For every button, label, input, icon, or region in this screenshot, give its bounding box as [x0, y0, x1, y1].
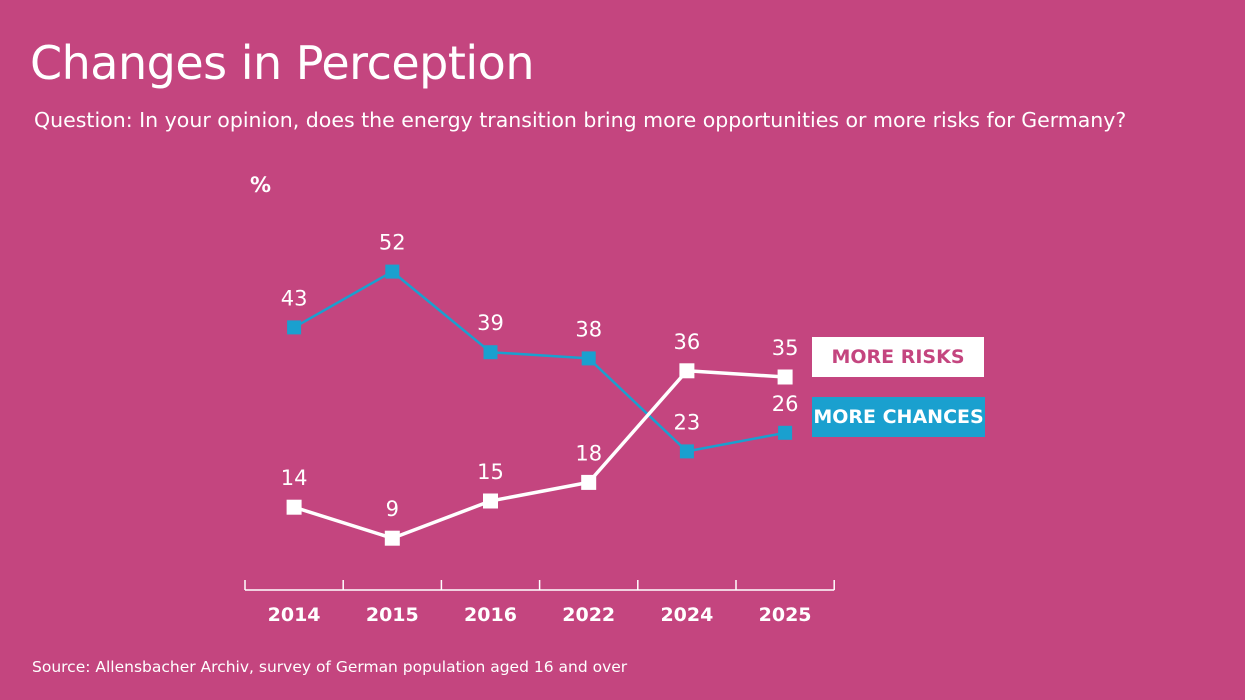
source-note: Source: Allensbacher Archiv, survey of G… — [32, 658, 628, 676]
point-more-chances-2024 — [679, 444, 694, 459]
x-axis: 2014 2015 2016 2022 2024 2025 — [244, 580, 835, 626]
y-unit-label: % — [250, 173, 271, 197]
point-more-chances-2022 — [581, 351, 596, 366]
point-more-risks-2014 — [286, 499, 302, 515]
data-label-more-risks-2024: 36 — [674, 330, 701, 354]
legend-more-chances: MORE CHANCES — [812, 397, 985, 437]
point-more-chances-2025 — [778, 425, 793, 440]
series-line-more-chances — [293, 270, 786, 453]
point-more-risks-2015 — [384, 530, 400, 546]
x-tick-label-2015: 2015 — [366, 604, 419, 626]
data-label-more-chances-2025: 26 — [772, 392, 799, 416]
data-label-more-risks-2015: 9 — [386, 497, 399, 521]
series-layer — [286, 264, 793, 546]
data-label-more-chances-2014: 43 — [281, 286, 308, 310]
x-tick-label-2014: 2014 — [268, 604, 321, 626]
series-line-more-risks — [293, 369, 786, 540]
point-more-chances-2016 — [483, 345, 498, 360]
data-label-more-chances-2015: 52 — [379, 231, 406, 255]
label-layer: % 43 52 39 38 23 26 14 9 15 18 36 35 — [250, 173, 798, 521]
x-tick-label-2024: 2024 — [660, 604, 713, 626]
data-label-more-chances-2024: 23 — [674, 410, 701, 434]
data-label-more-chances-2016: 39 — [477, 311, 504, 335]
x-tick-label-2022: 2022 — [562, 604, 615, 626]
x-tick-label-2016: 2016 — [464, 604, 517, 626]
data-label-more-risks-2025: 35 — [772, 336, 799, 360]
legend-more-risks: MORE RISKS — [812, 337, 984, 377]
chart-title: Changes in Perception — [30, 36, 534, 90]
data-label-more-chances-2022: 38 — [575, 317, 602, 341]
point-more-chances-2015 — [385, 264, 400, 279]
x-tick-label-2025: 2025 — [759, 604, 812, 626]
data-label-more-risks-2014: 14 — [281, 466, 308, 490]
data-label-more-risks-2022: 18 — [575, 441, 602, 465]
data-label-more-risks-2016: 15 — [477, 460, 504, 484]
point-more-risks-2025 — [777, 369, 793, 385]
point-more-risks-2024 — [679, 363, 695, 379]
point-more-chances-2014 — [287, 320, 302, 335]
point-more-risks-2016 — [483, 493, 498, 509]
point-more-risks-2022 — [581, 474, 597, 490]
chart-subtitle: Question: In your opinion, does the ener… — [34, 108, 1127, 132]
